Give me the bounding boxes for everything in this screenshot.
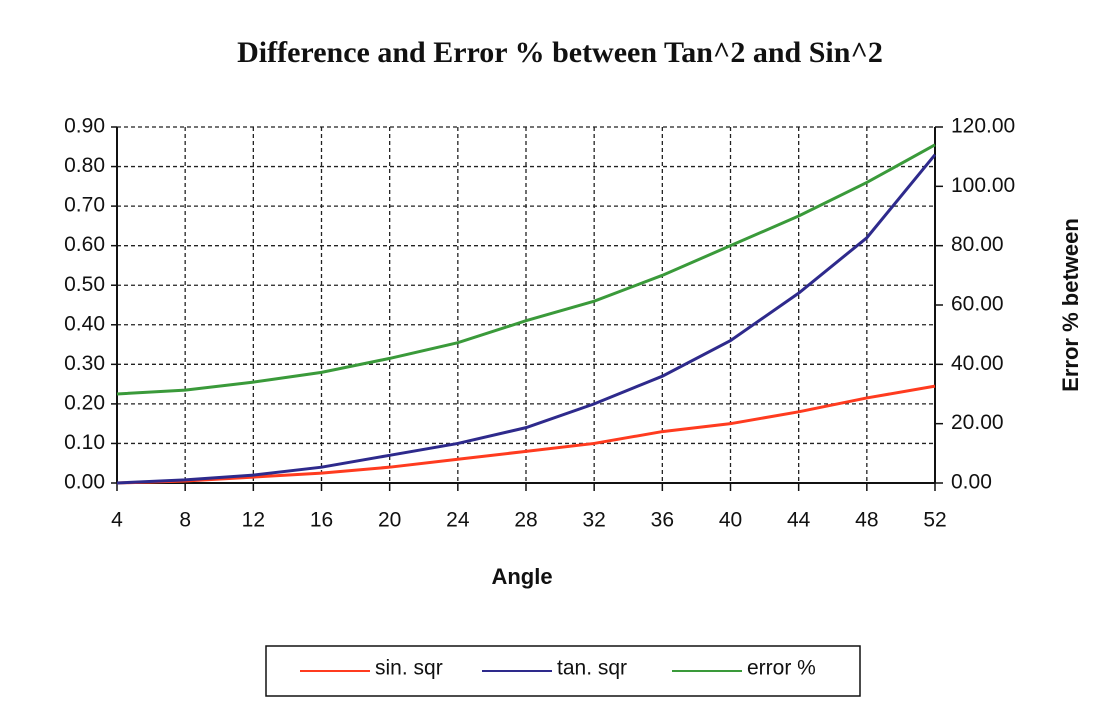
y2-tick-label: 20.00 <box>951 411 1004 434</box>
x-tick-label: 40 <box>719 509 742 532</box>
y-tick-label: 0.70 <box>64 194 105 217</box>
y2-tick-label: 60.00 <box>951 293 1004 316</box>
x-tick-label: 32 <box>582 509 605 532</box>
y2-tick-label: 40.00 <box>951 352 1004 375</box>
x-tick-label: 48 <box>855 509 878 532</box>
y2-tick-label: 80.00 <box>951 233 1004 256</box>
y2-tick-label: 0.00 <box>951 471 992 494</box>
line-series <box>116 143 936 396</box>
x-tick-label: 20 <box>378 509 401 532</box>
x-tick-label: 36 <box>651 509 674 532</box>
line-series <box>116 384 936 485</box>
x-tick-label: 24 <box>446 509 470 532</box>
x-tick-label: 8 <box>179 509 191 532</box>
y-tick-label: 0.80 <box>64 154 105 177</box>
legend-box <box>265 645 861 697</box>
x-axis-title: Angle <box>491 564 552 589</box>
x-tick-label: 12 <box>242 509 265 532</box>
y-tick-label: 0.30 <box>64 352 105 375</box>
legend-label: tan. sqr <box>557 657 627 680</box>
y-tick-label: 0.20 <box>64 391 105 414</box>
y-tick-label: 0.10 <box>64 431 105 454</box>
y2-axis-title: Error % between <box>1058 218 1083 392</box>
y-tick-label: 0.90 <box>64 115 105 138</box>
line-series <box>116 153 937 485</box>
x-tick-label: 44 <box>787 509 811 532</box>
y-tick-label: 0.50 <box>64 273 105 296</box>
y2-tick-label: 100.00 <box>951 174 1015 197</box>
y-tick-label: 0.40 <box>64 312 105 335</box>
x-tick-label: 16 <box>310 509 333 532</box>
x-tick-label: 52 <box>923 509 946 532</box>
y-tick-label: 0.60 <box>64 233 105 256</box>
x-tick-label: 28 <box>514 509 537 532</box>
y2-tick-label: 120.00 <box>951 115 1015 138</box>
y-tick-label: 0.00 <box>64 471 105 494</box>
legend-label: sin. sqr <box>375 657 443 680</box>
chart-title: Difference and Error % between Tan^2 and… <box>237 36 883 69</box>
legend-label: error % <box>747 657 816 680</box>
x-tick-label: 4 <box>111 509 123 532</box>
